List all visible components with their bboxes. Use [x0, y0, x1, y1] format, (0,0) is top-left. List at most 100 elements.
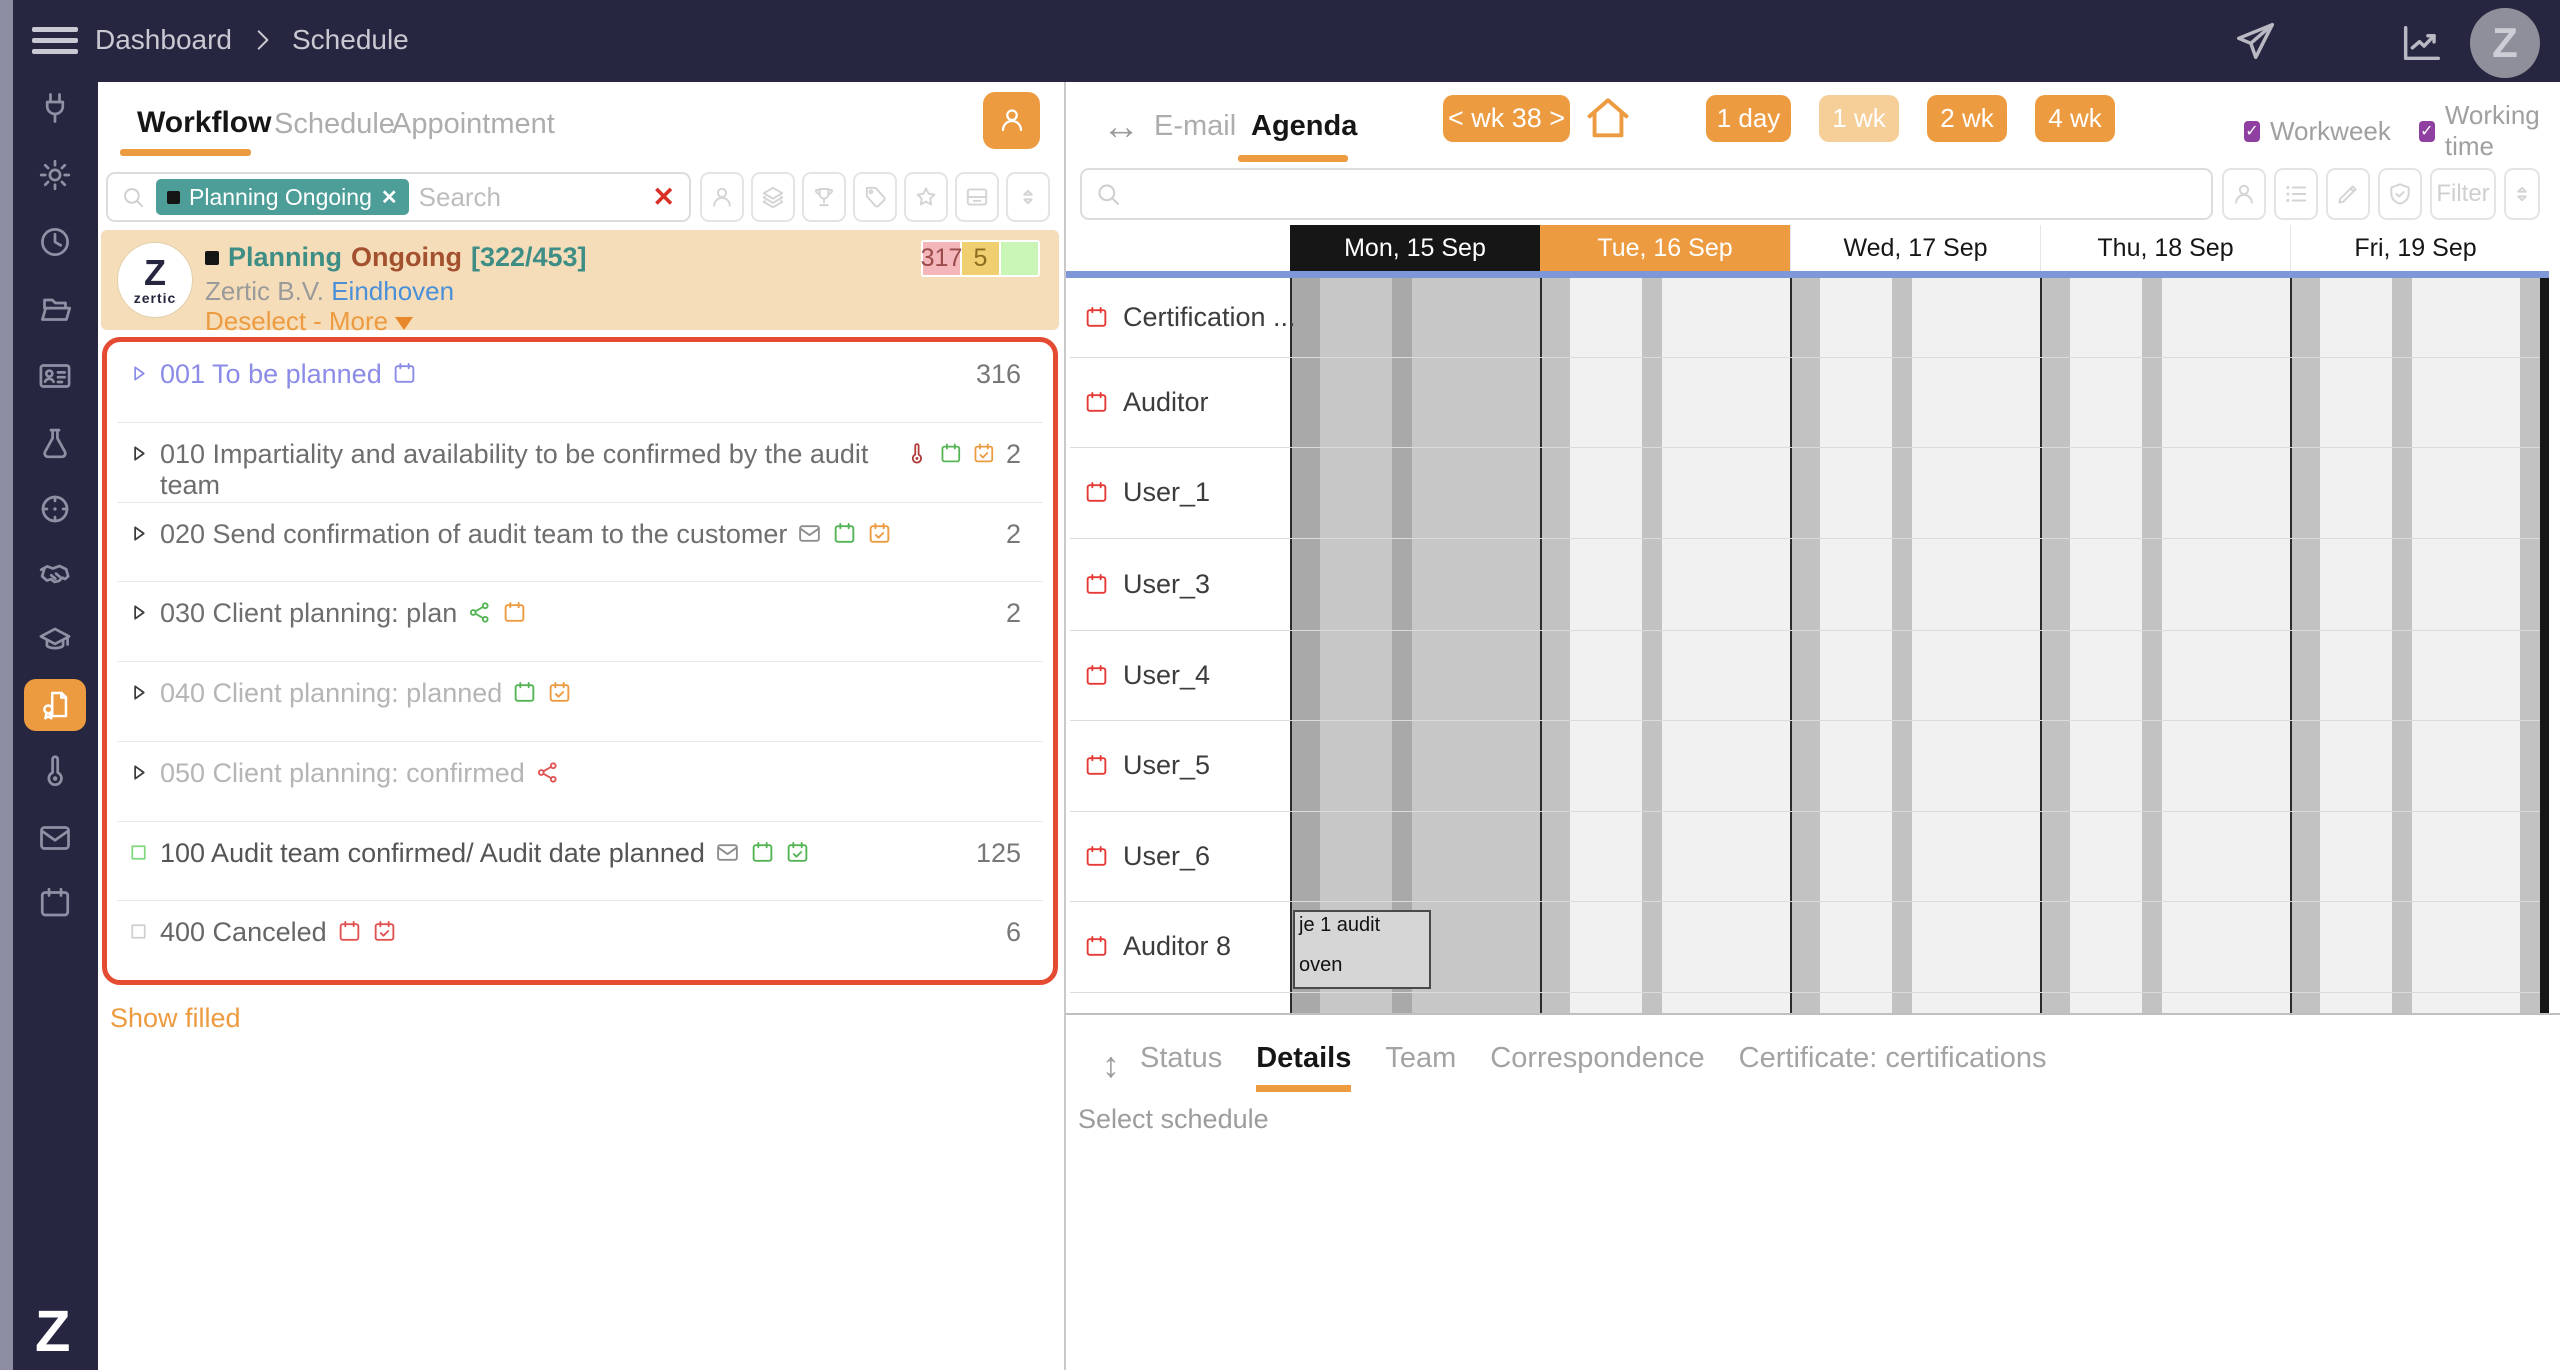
graduation-cap-icon[interactable] [37, 622, 73, 658]
person-button[interactable] [2222, 168, 2266, 220]
hamburger-menu-icon[interactable] [32, 27, 78, 55]
expand-triangle-icon[interactable] [127, 522, 150, 545]
range-button-1-wk[interactable]: 1 wk [1819, 95, 1899, 142]
tag-filter-button[interactable] [853, 172, 897, 222]
agenda-search-input[interactable] [1080, 168, 2213, 220]
workflow-row[interactable]: 030 Client planning: plan 2 [107, 581, 1053, 661]
workflow-search-input[interactable]: Planning Ongoing ✕ Search ✕ [106, 172, 691, 222]
range-button-1-day[interactable]: 1 day [1706, 95, 1791, 142]
city-link[interactable]: Eindhoven [331, 276, 455, 306]
layers-filter-button[interactable] [751, 172, 795, 222]
shield-check-button[interactable] [2378, 168, 2422, 220]
card-filter-button[interactable] [955, 172, 999, 222]
day-header-5[interactable]: Fri, 19 Sep [2290, 225, 2540, 271]
tab-email[interactable]: E-mail [1154, 110, 1237, 142]
range-button-2-wk[interactable]: 2 wk [1927, 95, 2007, 142]
expand-triangle-icon[interactable] [127, 442, 150, 465]
expand-triangle-icon[interactable] [127, 601, 150, 624]
workflow-row[interactable]: 010 Impartiality and availability to be … [107, 422, 1053, 502]
resource-row[interactable]: User_3 [1066, 538, 1290, 630]
trophy-filter-button[interactable] [802, 172, 846, 222]
auditor-button[interactable] [983, 92, 1040, 149]
person-filter-button[interactable] [700, 172, 744, 222]
deselect-link[interactable]: Deselect [205, 306, 307, 336]
day-column[interactable] [1290, 278, 1540, 1013]
plug-icon[interactable] [37, 90, 73, 126]
day-column[interactable] [1790, 278, 2040, 1013]
detail-tab-correspondence[interactable]: Correspondence [1490, 1042, 1705, 1074]
gear-icon[interactable] [37, 157, 73, 193]
workflow-row[interactable]: 001 To be planned 316 [107, 342, 1053, 422]
week-navigator-button[interactable]: < wk 38 > [1443, 95, 1570, 142]
calendar-icon[interactable] [37, 885, 73, 921]
checkbox-workweek[interactable]: ✓ [2244, 120, 2260, 142]
agenda-event[interactable]: je 1 audit oven [1293, 910, 1431, 989]
resource-row[interactable]: Auditor [1066, 357, 1290, 447]
workflow-row-label: 020 Send confirmation of audit team to t… [160, 518, 788, 549]
day-header-2[interactable]: Tue, 16 Sep [1540, 225, 1790, 271]
envelope-icon[interactable] [37, 820, 73, 856]
send-icon[interactable] [2232, 18, 2278, 64]
pen-button[interactable] [2326, 168, 2370, 220]
detail-tab-certificate[interactable]: Certificate: certifications [1738, 1042, 2047, 1074]
tab-appointment[interactable]: Appointment [392, 108, 555, 140]
sort-icon [1015, 184, 1041, 210]
tab-workflow[interactable]: Workflow [137, 106, 272, 139]
detail-tab-status[interactable]: Status [1140, 1042, 1223, 1074]
expand-triangle-icon[interactable] [127, 761, 150, 784]
resource-row[interactable]: User_4 [1066, 630, 1290, 720]
detail-tab-team[interactable]: Team [1385, 1042, 1457, 1074]
folder-open-icon[interactable] [37, 291, 73, 327]
sidebar-item-certificate-active[interactable] [24, 679, 86, 731]
resource-row[interactable]: Certification ... [1066, 278, 1296, 357]
expand-triangle-icon[interactable] [127, 362, 150, 385]
filter-button[interactable]: Filter [2430, 168, 2496, 220]
day-column[interactable] [2290, 278, 2542, 1013]
checkbox-square-icon[interactable] [127, 920, 150, 943]
list-button[interactable] [2274, 168, 2318, 220]
day-column[interactable] [2040, 278, 2290, 1013]
chart-line-icon[interactable] [2398, 20, 2444, 66]
filter-chip-planning-ongoing[interactable]: Planning Ongoing ✕ [156, 179, 409, 215]
expand-vertical-icon[interactable]: ↕ [1102, 1044, 1120, 1085]
workflow-row[interactable]: 400 Canceled 6 [107, 900, 1053, 980]
detail-tab-details[interactable]: Details [1256, 1042, 1352, 1092]
flask-icon[interactable] [37, 425, 73, 461]
id-card-icon[interactable] [37, 358, 73, 394]
checkbox-working-time[interactable]: ✓ [2418, 120, 2435, 142]
range-button-4-wk[interactable]: 4 wk [2035, 95, 2115, 142]
calendar-icon [939, 441, 963, 466]
workflow-row[interactable]: 100 Audit team confirmed/ Audit date pla… [107, 821, 1053, 901]
star-filter-button[interactable] [904, 172, 948, 222]
clear-search-icon[interactable]: ✕ [652, 182, 675, 212]
clock-icon[interactable] [37, 224, 73, 260]
home-icon[interactable] [1582, 92, 1634, 144]
day-header-4[interactable]: Thu, 18 Sep [2040, 225, 2290, 271]
chip-remove-icon[interactable]: ✕ [380, 186, 398, 209]
row-count: 6 [1005, 917, 1021, 948]
more-link[interactable]: More [328, 306, 389, 336]
avatar[interactable]: Z [2470, 8, 2540, 78]
expand-horizontal-icon[interactable]: ↔ [1102, 106, 1140, 148]
breadcrumb-dashboard[interactable]: Dashboard [95, 24, 232, 55]
thermometer-icon[interactable] [37, 753, 73, 789]
resource-row[interactable]: User_5 [1066, 720, 1290, 811]
tab-schedule[interactable]: Schedule [274, 108, 395, 140]
show-filled-link[interactable]: Show filled [110, 1003, 241, 1033]
day-header-1[interactable]: Mon, 15 Sep [1290, 225, 1540, 271]
sort-filter-button[interactable] [1006, 172, 1050, 222]
sort-button[interactable] [2504, 168, 2540, 220]
day-header-3[interactable]: Wed, 17 Sep [1790, 225, 2040, 271]
handshake-icon[interactable] [37, 555, 73, 591]
checkbox-square-icon[interactable] [127, 841, 150, 864]
workflow-row[interactable]: 020 Send confirmation of audit team to t… [107, 502, 1053, 582]
expand-triangle-icon[interactable] [127, 681, 150, 704]
resource-row[interactable]: Auditor 8 [1066, 901, 1290, 992]
resource-row[interactable]: User_1 [1066, 447, 1290, 538]
tab-agenda[interactable]: Agenda [1251, 110, 1358, 142]
workflow-row[interactable]: 040 Client planning: planned [107, 661, 1053, 741]
workflow-row[interactable]: 050 Client planning: confirmed [107, 741, 1053, 821]
target-icon[interactable] [37, 491, 73, 527]
resource-row[interactable]: User_6 [1066, 811, 1290, 901]
day-column[interactable] [1540, 278, 1790, 1013]
